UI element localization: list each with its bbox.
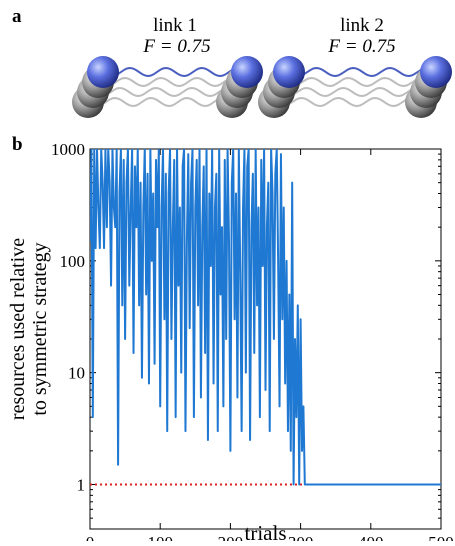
- qubit: [231, 56, 263, 88]
- x-tick-label: 100: [147, 533, 173, 541]
- x-tick-label: 400: [358, 533, 384, 541]
- entangled-link: [102, 66, 248, 78]
- x-axis-label: trials: [245, 521, 287, 541]
- link-fidelity: F = 0.75: [327, 36, 395, 57]
- gray-wave: [278, 86, 427, 98]
- gray-wave: [92, 86, 238, 98]
- y-axis-label: resources used relative: [7, 238, 29, 420]
- qubit: [273, 56, 305, 88]
- link-diagram: [72, 56, 452, 118]
- x-tick-label: 300: [288, 533, 314, 541]
- plot: 1 10 100 1000 0 100 200 300 400 500 trials resource…: [7, 140, 454, 546]
- entangled-link: [288, 66, 437, 78]
- qubit: [87, 56, 119, 88]
- x-tick-label: 0: [86, 533, 95, 541]
- gray-wave: [283, 76, 432, 88]
- gray-wave: [87, 96, 233, 108]
- x-tick-label: 500: [428, 533, 454, 541]
- panel-label: a: [12, 6, 22, 27]
- link-fidelity: F = 0.75: [142, 36, 210, 57]
- y-tick-label: 1: [77, 475, 86, 494]
- gray-wave: [273, 96, 422, 108]
- link-label: link 1: [153, 15, 197, 36]
- y-tick-label: 100: [60, 252, 86, 271]
- link-label: link 2: [340, 15, 384, 36]
- gray-wave: [97, 76, 243, 88]
- data-line: [90, 149, 441, 486]
- y-tick-label: 10: [68, 364, 85, 383]
- panel-label: b: [12, 134, 23, 155]
- y-axis-label: to symmetric strategy: [29, 242, 51, 415]
- y-tick-label: 1000: [51, 140, 85, 159]
- qubit: [420, 56, 452, 88]
- x-tick-label: 200: [218, 533, 244, 541]
